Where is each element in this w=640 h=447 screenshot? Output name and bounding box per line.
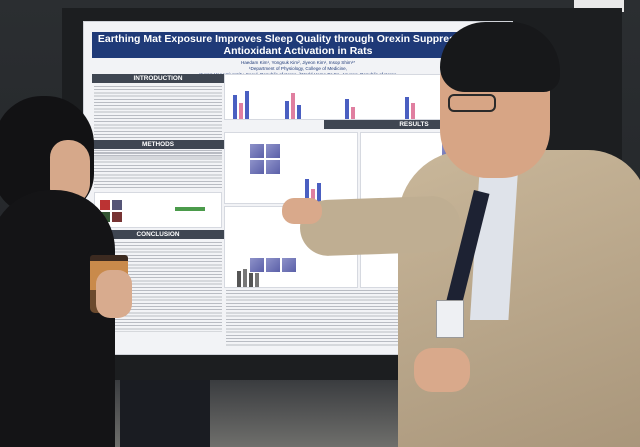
man-pointing-hand bbox=[282, 198, 322, 224]
section-methods: METHODS bbox=[92, 140, 224, 149]
poster-title-line-2: Antioxidant Activation in Rats bbox=[223, 45, 373, 57]
glasses-icon bbox=[448, 94, 496, 112]
man-lower-hand bbox=[414, 348, 470, 392]
section-results: RESULTS bbox=[324, 120, 504, 129]
methods-text bbox=[94, 152, 222, 190]
man-jacket bbox=[398, 150, 640, 447]
author-list: Haedam Kim¹, Yongsuk Kim², Jiyeon Kim¹, … bbox=[240, 60, 356, 65]
poster-title-line-1: Earthing Mat Exposure Improves Sleep Qua… bbox=[97, 33, 499, 45]
poster-title: Earthing Mat Exposure Improves Sleep Qua… bbox=[92, 32, 504, 58]
methods-figure bbox=[94, 192, 222, 228]
man-pointing-arm bbox=[299, 195, 461, 257]
affiliation-1: ¹Department of Physiology, College of Me… bbox=[249, 66, 347, 71]
section-introduction: INTRODUCTION bbox=[92, 74, 224, 83]
woman-hand bbox=[96, 270, 132, 318]
background-person-legs bbox=[120, 380, 210, 447]
man-hair bbox=[440, 22, 560, 92]
name-badge bbox=[436, 300, 464, 338]
woman-jacket bbox=[0, 190, 115, 447]
section-conclusion: CONCLUSION bbox=[92, 230, 224, 239]
results-figure-middle-left bbox=[224, 132, 358, 204]
